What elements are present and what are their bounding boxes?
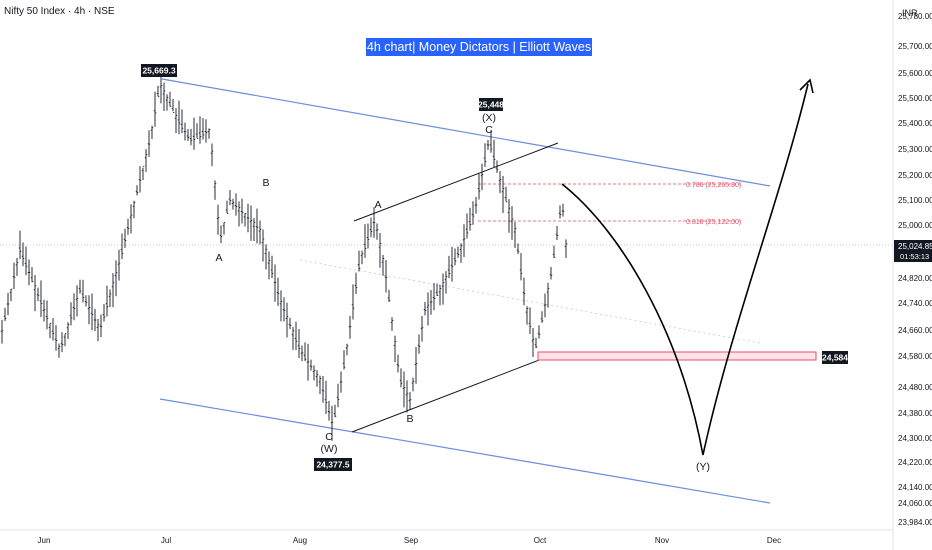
y-tick-label: 25,200.00 (898, 171, 932, 180)
wave-label: (W) (321, 443, 338, 455)
symbol-title: Nifty 50 Index · 4h · NSE (4, 6, 115, 17)
y-tick-label: 25,400.00 (898, 119, 932, 128)
y-tick-label: 24,140.00 (898, 483, 932, 492)
x-tick-label: Aug (293, 536, 307, 545)
y-tick-label: 24,580.00 (898, 352, 932, 361)
y-tick-label: 25,780.00 (898, 12, 932, 21)
y-tick-label: 24,480.00 (898, 383, 932, 392)
y-tick-label: 24,220.00 (898, 458, 932, 467)
x-tick-label: Jun (38, 536, 51, 545)
price-tag: 25,669.3 (142, 66, 175, 76)
price-tag: 24,584 (822, 353, 848, 363)
price-tag: 25,448 (478, 100, 504, 110)
y-tick-label: 25,000.00 (898, 221, 932, 230)
price-tag-bg (141, 64, 177, 77)
y-tick-label: 23,984.00 (898, 518, 932, 527)
y-tick-label: 25,700.00 (898, 42, 932, 51)
channel-upper-line (161, 78, 771, 187)
wave-label: A (374, 199, 381, 211)
wave-label: (Y) (696, 461, 710, 473)
x-tick-label: Oct (534, 536, 547, 545)
price-tag-bg (822, 351, 848, 364)
wave-label: C (325, 431, 333, 443)
wave-label: B (406, 413, 413, 425)
y-tick-label: 24,660.00 (898, 326, 932, 335)
projection-path (561, 83, 809, 456)
current-price-value: 25,024.85 (898, 242, 932, 251)
price-tag-bg (479, 98, 503, 111)
price-tag-bg (314, 458, 352, 471)
wave-label: (X) (482, 112, 496, 124)
y-tick-label: 24,300.00 (898, 434, 932, 443)
y-tick-label: 25,500.00 (898, 94, 932, 103)
y-tick-label: 24,740.00 (898, 299, 932, 308)
x-tick-label: Sep (404, 536, 419, 545)
y-tick-label: 24,820.00 (898, 274, 932, 283)
fib-label: 0.618 (25,122.00) (686, 219, 741, 226)
price-tag: 24,377.5 (316, 460, 349, 470)
x-tick-label: Nov (655, 536, 669, 545)
wave-label: B (262, 177, 269, 189)
candles (0, 73, 568, 441)
wave-label: A (215, 252, 222, 264)
wedge-upper-line (353, 142, 559, 222)
currency-label: INR (902, 8, 918, 18)
y-tick-label: 25,300.00 (898, 145, 932, 154)
y-tick-label: 25,100.00 (898, 196, 932, 205)
x-tick-label: Dec (767, 536, 781, 545)
y-tick-label: 24,380.00 (898, 409, 932, 418)
chart-banner: 4h chart| Money Dictators | Elliott Wave… (366, 38, 592, 56)
y-tick-label: 24,060.00 (898, 499, 932, 508)
current-price-countdown: 01:53:13 (900, 252, 929, 261)
wave-label: C (485, 124, 493, 136)
x-tick-label: Jul (161, 536, 171, 545)
y-tick-label: 25,600.00 (898, 69, 932, 78)
channel-lower-line (159, 398, 771, 504)
wedge-lower-line (351, 351, 561, 433)
projection-arrowhead (799, 78, 814, 94)
current-price-box (894, 240, 932, 262)
fib-label: 0.786 (25,265.80) (686, 182, 741, 189)
